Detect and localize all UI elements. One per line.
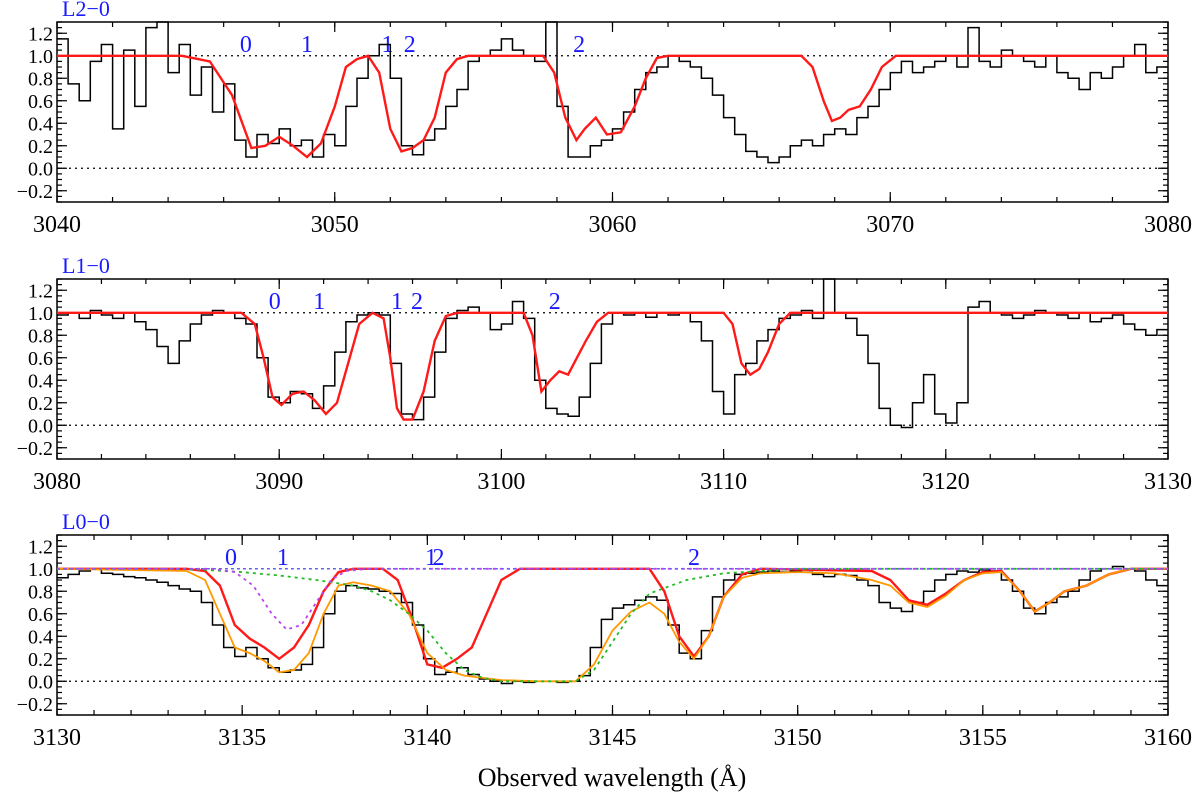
panel-title: L1−0 xyxy=(62,253,110,278)
y-tick-label: 1.2 xyxy=(28,536,53,558)
y-tick-label: 0.8 xyxy=(28,325,53,347)
y-tick-label: 0.4 xyxy=(28,370,53,392)
y-tick-label: 0.2 xyxy=(28,136,53,158)
x-tick-label: 3145 xyxy=(589,725,637,751)
panel-title: L2−0 xyxy=(62,0,110,21)
j-label: 1 xyxy=(391,289,403,315)
j-label: 2 xyxy=(432,545,444,571)
x-tick-label: 3040 xyxy=(33,212,81,238)
j-label: 2 xyxy=(549,289,561,315)
j-label: 0 xyxy=(269,289,281,315)
y-tick-label: 1.0 xyxy=(28,559,53,581)
x-tick-label: 3130 xyxy=(1144,469,1192,495)
y-tick-label: 1.2 xyxy=(28,280,53,302)
j-label: 0 xyxy=(225,545,237,571)
j-label: 1 xyxy=(425,545,437,571)
x-tick-label: 3155 xyxy=(959,725,1007,751)
series-h2-model-line xyxy=(57,54,1168,159)
y-tick-labels: −0.2 0.0 0.2 0.4 0.6 0.8 1.0 1.2 xyxy=(17,23,53,203)
panel-l1-0: L1−0 −0.2 0.0 0.2 0.4 0.6 0.8 1.0 1.2 30… xyxy=(17,253,1192,495)
x-tick-label: 3110 xyxy=(700,469,747,495)
x-tick-label: 3050 xyxy=(311,212,359,238)
j-label: 0 xyxy=(240,32,252,58)
series-h2-model-line xyxy=(57,311,1168,421)
x-tick-label: 3070 xyxy=(866,212,914,238)
y-tick-label: 0.6 xyxy=(28,348,53,370)
rotational-level-labels: 0 1 1 2 2 xyxy=(269,289,561,315)
x-tick-label: 3160 xyxy=(1144,725,1192,751)
series-observed-flux-line xyxy=(57,21,1168,164)
j-label: 1 xyxy=(301,32,313,58)
x-tick-label: 3120 xyxy=(922,469,970,495)
y-tick-label: 1.0 xyxy=(28,303,53,325)
axis-ticks xyxy=(56,278,1169,460)
x-tick-labels: 3080 3090 3100 3110 3120 3130 xyxy=(33,469,1192,495)
panel-frame xyxy=(56,278,1169,460)
y-tick-label: 0.4 xyxy=(28,113,53,135)
y-tick-label: 0.4 xyxy=(28,626,53,648)
series-group xyxy=(57,278,1168,429)
x-tick-label: 3080 xyxy=(33,469,81,495)
y-tick-label: −0.2 xyxy=(17,438,53,460)
j-label: 2 xyxy=(688,545,700,571)
x-tick-label: 3130 xyxy=(33,725,81,751)
series-broad-component-line xyxy=(57,567,1168,683)
y-tick-label: 1.2 xyxy=(28,23,53,45)
y-tick-label: 0.0 xyxy=(28,671,53,693)
rotational-level-labels: 0 1 1 2 2 xyxy=(240,32,585,58)
x-axis-label: Observed wavelength (Å) xyxy=(478,763,747,792)
x-tick-label: 3060 xyxy=(589,212,637,238)
x-tick-labels: 3040 3050 3060 3070 3080 xyxy=(33,212,1192,238)
series-observed-flux-line xyxy=(57,565,1168,685)
x-tick-label: 3080 xyxy=(1144,212,1192,238)
panel-l0-0: L0−0 −0.2 0.0 0.2 0.4 0.6 0.8 1.0 1.2 31… xyxy=(17,509,1192,751)
series-group xyxy=(56,565,1168,685)
j-label: 2 xyxy=(573,32,585,58)
y-tick-label: 0.8 xyxy=(28,68,53,90)
j-label: 2 xyxy=(404,32,416,58)
rotational-level-labels: 0 1 1 2 2 xyxy=(225,545,700,571)
j-label: 1 xyxy=(313,289,325,315)
y-tick-label: 0.8 xyxy=(28,581,53,603)
y-tick-label: 1.0 xyxy=(28,46,53,68)
y-tick-label: 0.2 xyxy=(28,649,53,671)
x-tick-label: 3140 xyxy=(403,725,451,751)
y-tick-label: 0.0 xyxy=(28,158,53,180)
y-tick-label: 0.6 xyxy=(28,91,53,113)
x-tick-labels: 3130 3135 3140 3145 3150 3155 3160 xyxy=(33,725,1192,751)
y-tick-label: 0.2 xyxy=(28,393,53,415)
panel-l2-0: L2−0 −0.2 0.0 0.2 0.4 0.6 0.8 1.0 1.2 30… xyxy=(17,0,1192,238)
reference-lines xyxy=(57,312,1168,426)
j-label: 1 xyxy=(277,545,289,571)
j-label: 2 xyxy=(411,289,423,315)
x-tick-label: 3090 xyxy=(255,469,303,495)
series-group xyxy=(57,21,1168,164)
y-tick-label: 0.6 xyxy=(28,604,53,626)
x-tick-label: 3150 xyxy=(774,725,822,751)
series-observed-flux-line xyxy=(57,278,1168,429)
axis-ticks xyxy=(56,534,1169,716)
panel-title: L0−0 xyxy=(62,509,110,534)
y-tick-labels: −0.2 0.0 0.2 0.4 0.6 0.8 1.0 1.2 xyxy=(17,280,53,460)
series-total-fit-line xyxy=(56,567,1168,683)
y-tick-label: 0.0 xyxy=(28,415,53,437)
y-tick-labels: −0.2 0.0 0.2 0.4 0.6 0.8 1.0 1.2 xyxy=(17,536,53,716)
x-tick-label: 3100 xyxy=(477,469,525,495)
y-tick-label: −0.2 xyxy=(17,181,53,203)
x-tick-label: 3135 xyxy=(218,725,266,751)
y-tick-label: −0.2 xyxy=(17,694,53,716)
